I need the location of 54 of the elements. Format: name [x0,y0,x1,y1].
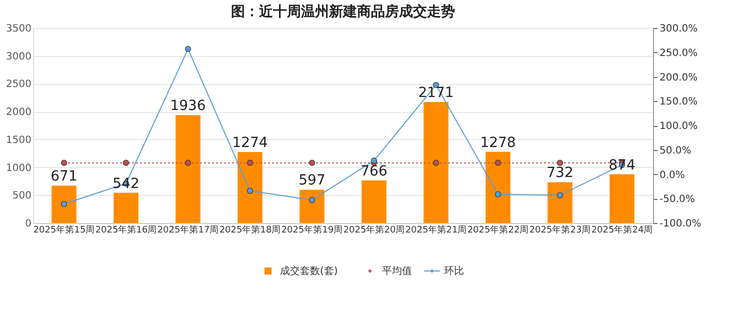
data-label: 597 [298,172,326,189]
y2-tick-label: 0.0% [660,170,685,181]
y-tick-label: 3500 [6,24,32,34]
y2-tick-label: 50.0% [660,145,692,156]
x-tick-label: 2025年第21周 [405,224,467,236]
x-tick-label: 2025年第16周 [95,224,157,236]
chart-title: 图：近十周温州新建商品房成交走势 [231,3,455,20]
x-tick-label: 2025年第20周 [343,224,405,236]
point [184,46,192,52]
x-tick-label: 2025年第24周 [591,224,653,236]
data-label: 671 [50,168,78,185]
point [308,197,316,204]
legend-label: 环比 [444,265,464,277]
bar [548,182,572,223]
y2-tick-label: -50.0% [660,194,695,206]
data-label: 1278 [480,134,516,151]
data-label: 766 [360,163,388,180]
y2-tick-label: 200.0% [660,72,698,84]
y2-tick-label: 300.0% [660,24,698,34]
y-tick-label: 2000 [6,107,32,118]
x-tick-label: 2025年第17周 [157,224,219,236]
data-label: 1936 [170,98,206,114]
y2-tick-label: 150.0% [660,96,698,108]
bar [486,152,510,223]
point [494,191,502,198]
y2-tick-label: 250.0% [660,48,698,59]
data-label: 732 [546,165,574,182]
point [246,188,254,194]
y2-tick-label: -100.0% [660,218,702,230]
legend-label: 成交套数(套) [280,265,338,277]
data-label: 1274 [232,135,268,152]
bar [300,190,324,223]
bar [52,186,76,223]
bar [424,102,448,223]
y-tick-label: 1500 [6,134,32,146]
bar [114,192,138,223]
y-tick-label: 3000 [6,51,32,62]
legend-label: 平均值 [382,265,412,277]
bar [610,174,634,223]
y-tick-label: 2500 [6,79,32,90]
bar [238,152,262,223]
x-tick-label: 2025年第23周 [529,224,591,236]
x-tick-label: 2025年第19周 [281,224,343,236]
y2-tick-label: 100.0% [660,121,698,132]
point [556,192,564,198]
point [60,200,68,208]
bar [362,180,386,223]
x-tick-label: 2025年第15周 [33,224,95,236]
y-tick-label: 500 [12,190,32,202]
y-tick-label: 1000 [6,162,32,174]
bar [176,115,200,223]
x-tick-label: 2025年第22周 [467,224,529,236]
x-tick-label: 2025年第18周 [219,224,281,236]
y-tick-label: 0 [25,218,32,230]
